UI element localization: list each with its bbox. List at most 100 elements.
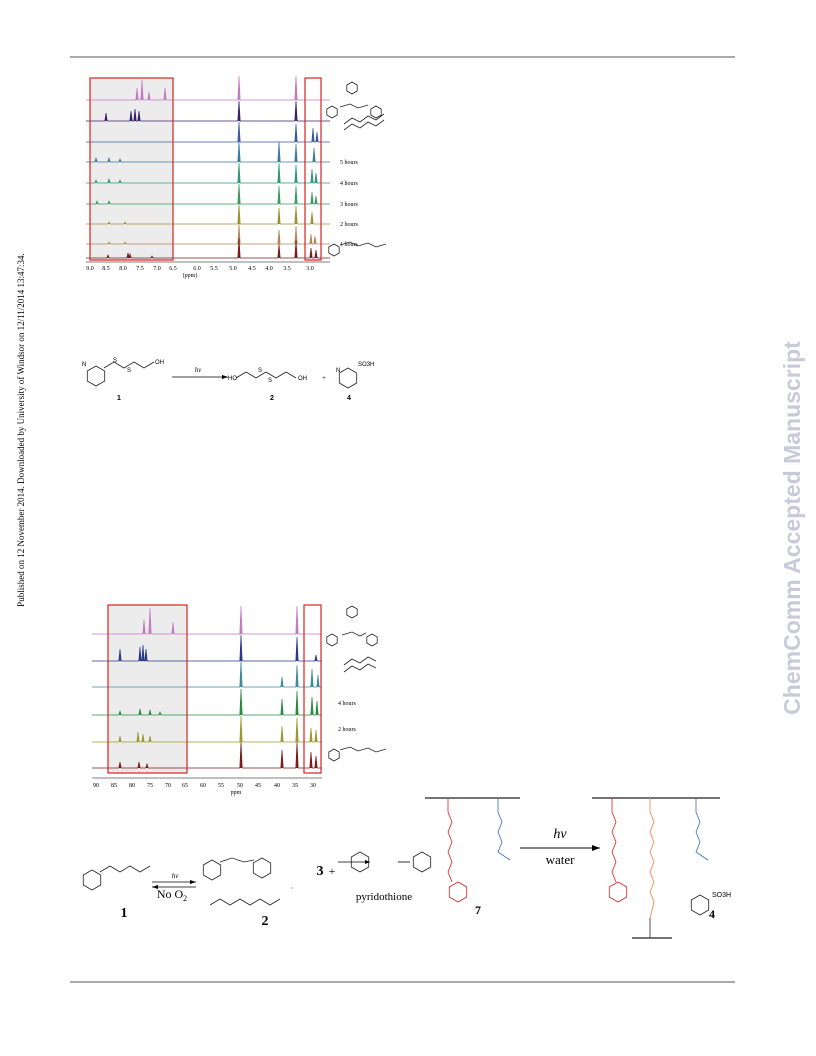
ring xyxy=(346,81,358,95)
atom-label: S xyxy=(268,378,272,384)
scheme-3: hv water 7 4 SO3H xyxy=(475,827,731,921)
compound-number: 4 xyxy=(347,395,351,402)
spectrum-trace xyxy=(92,605,322,635)
axis-tick-label: 4.0 xyxy=(265,266,273,272)
highlight-box xyxy=(304,77,322,261)
ring xyxy=(346,605,358,619)
highlight-box xyxy=(303,604,322,774)
highlight-box xyxy=(107,604,188,774)
bond xyxy=(343,119,385,131)
axis-tick-label: 50 xyxy=(237,783,243,789)
bond xyxy=(649,798,655,919)
atom-label: SO3H xyxy=(358,362,374,368)
bond xyxy=(339,103,369,109)
bond xyxy=(695,798,709,861)
watermark: ChemComm Accepted Manuscript xyxy=(779,341,805,715)
axis-tick-label: 8.5 xyxy=(102,266,110,272)
axis-tick-label: 45 xyxy=(255,783,261,789)
spectrum-trace xyxy=(92,660,322,688)
highlight-box xyxy=(89,77,174,261)
axis-tick-label: 3.5 xyxy=(283,266,291,272)
spectrum-trace xyxy=(86,183,330,205)
spectrum-trace xyxy=(86,141,330,163)
spectrum-trace xyxy=(92,741,322,769)
compound-number: 4 xyxy=(709,907,715,921)
axis-tick-label: 5.0 xyxy=(229,266,237,272)
bond xyxy=(497,798,511,861)
arrowhead xyxy=(152,885,158,889)
atom-label: S xyxy=(258,368,262,374)
bond xyxy=(343,113,385,125)
compound-number: 2 xyxy=(270,395,274,402)
arrowhead xyxy=(592,845,600,851)
time-label: 3 hours xyxy=(340,202,358,208)
axis-tick-label: 8.0 xyxy=(119,266,127,272)
shaded-region xyxy=(108,605,187,773)
arrow-label: hv xyxy=(553,827,567,842)
atom-label: N xyxy=(82,362,86,368)
time-label: 2 hours xyxy=(340,222,358,228)
bond xyxy=(339,746,387,753)
time-label: 4 hours xyxy=(338,701,356,707)
spectrum-trace xyxy=(86,223,330,245)
atom-label: HO xyxy=(228,376,237,382)
bond xyxy=(103,361,155,369)
compound-number: 7 xyxy=(475,903,481,917)
ring xyxy=(350,851,370,873)
axis-tick-label: 6.5 xyxy=(169,266,177,272)
arrowhead xyxy=(190,880,196,884)
arrow-label: hv xyxy=(195,366,203,374)
plus: + xyxy=(322,374,326,382)
ring xyxy=(328,243,340,257)
time-label: 2 hours xyxy=(338,727,356,733)
scheme-1: hv 1 2 4 + xyxy=(117,366,351,402)
bond xyxy=(339,241,387,248)
axis-tick-label: 85 xyxy=(111,783,117,789)
axis-tick-label: 80 xyxy=(129,783,135,789)
time-label: 5 hours xyxy=(340,160,358,166)
bond xyxy=(447,798,453,853)
compound-number: 2 xyxy=(262,914,269,929)
arrow-label: No O2 xyxy=(157,887,187,903)
compound-number: 1 xyxy=(117,395,121,402)
spectrum-trace xyxy=(86,162,330,184)
ring xyxy=(366,633,378,647)
bond xyxy=(343,663,377,673)
axis-tick-label: 9.0 xyxy=(86,266,94,272)
spectrum-trace xyxy=(86,75,330,101)
scheme-2: hv No O2 1 3 + 2 pyridothione xyxy=(121,860,412,929)
axis-tick-label: 35 xyxy=(292,783,298,789)
axis-tick-label: 30 xyxy=(310,783,316,789)
spectrum-trace xyxy=(86,100,330,122)
ring xyxy=(252,857,272,879)
axis-label: ppm xyxy=(231,790,242,796)
ring xyxy=(86,365,106,387)
arrowhead xyxy=(222,375,228,379)
ring xyxy=(326,633,338,647)
axis-tick-label: 6.0 xyxy=(193,266,201,272)
bond xyxy=(219,857,255,863)
axis-tick-label: 90 xyxy=(93,783,99,789)
axis-tick-label: 5.5 xyxy=(210,266,218,272)
subscript: 2 xyxy=(183,894,187,903)
axis-tick-label: 65 xyxy=(182,783,188,789)
bond xyxy=(611,798,617,883)
atom-label: S xyxy=(113,358,117,364)
side-note: Published on 12 November 2014. Downloade… xyxy=(16,253,26,607)
axis-tick-label: 70 xyxy=(165,783,171,789)
ring xyxy=(82,869,102,891)
bond xyxy=(209,898,281,906)
ring xyxy=(370,105,382,119)
arrow-label: hv xyxy=(172,872,180,880)
axis-tick-label: 60 xyxy=(200,783,206,789)
bond xyxy=(99,865,151,873)
atom-label: N xyxy=(336,368,340,374)
atom-label: OH xyxy=(155,360,164,366)
solvent: water xyxy=(546,852,576,867)
axis-tick-label: 75 xyxy=(147,783,153,789)
axis-tick-label: 4.5 xyxy=(248,266,256,272)
time-label: 1 hours xyxy=(340,242,358,248)
ring xyxy=(328,748,340,762)
ring xyxy=(690,894,710,916)
